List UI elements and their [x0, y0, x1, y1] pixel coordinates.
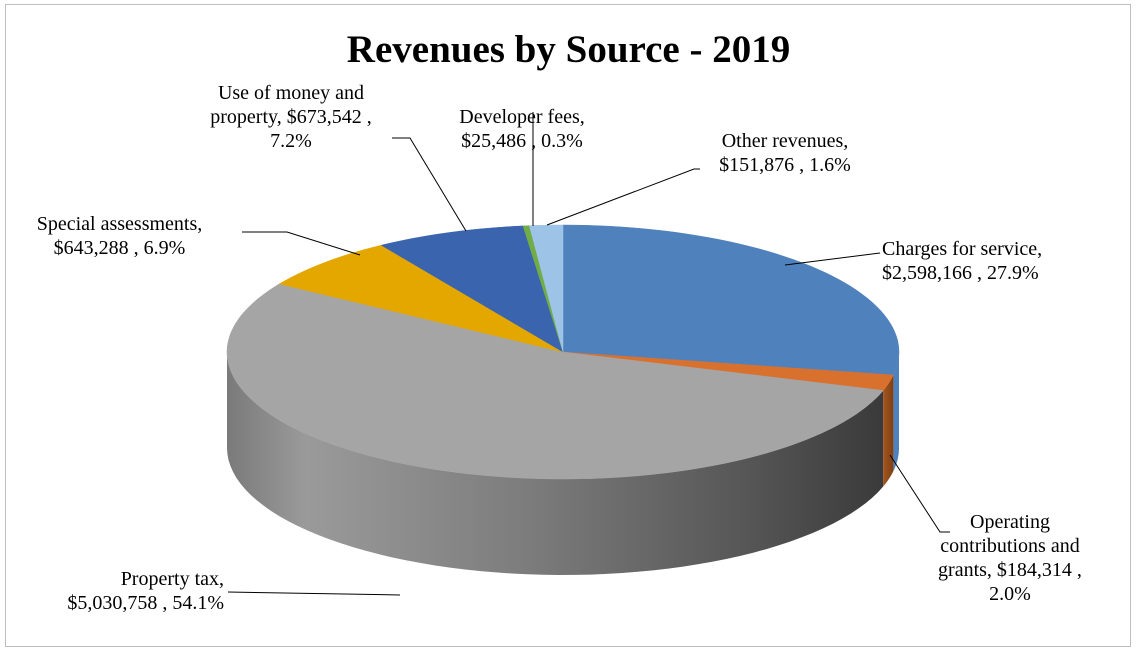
slice-label-line: $5,030,758 , 54.1%: [67, 592, 224, 614]
slice-label-line: Charges for service,: [882, 238, 1043, 260]
leader-line-operating-contributions-and-grants: [889, 454, 950, 533]
pie-side-property-tax: [227, 352, 884, 575]
pie-slice-property-tax: [226, 283, 884, 480]
leader-line-other-revenues: [546, 168, 700, 226]
pie-slice-use-of-money-and-property: [380, 225, 564, 353]
slice-label-other-revenues: Other revenues, $151,876 , 1.6%: [680, 129, 890, 177]
slice-label-line: Property tax,: [120, 568, 224, 590]
slice-label-line: $643,288 , 6.9%: [53, 237, 186, 259]
slice-label-special-assessments: Special assessments, $643,288 , 6.9%: [2, 212, 237, 260]
slice-label-line: $25,486 , 0.3%: [461, 130, 583, 152]
slice-label-use-of-money: Use of money and property, $673,542 , 7.2%: [196, 81, 386, 153]
slice-label-property-tax: Property tax, $5,030,758 , 54.1%: [12, 567, 224, 615]
slice-label-line: Other revenues,: [721, 130, 849, 152]
slice-label-line: property, $673,542 ,: [210, 106, 372, 128]
slice-label-line: 7.2%: [270, 130, 312, 152]
slice-label-line: Special assessments,: [36, 213, 203, 235]
pie-slice-other-revenues: [528, 224, 564, 353]
pie-slice-charges-for-service: [562, 224, 900, 376]
slice-label-charges-for-service: Charges for service, $2,598,166 , 27.9%: [882, 237, 1042, 285]
chart-title: Revenues by Source - 2019: [346, 28, 791, 71]
leader-line-special-assessments: [242, 231, 361, 256]
slice-label-line: contributions and: [940, 535, 1080, 557]
pie-side-charges-for-service: [893, 352, 899, 471]
pie-slice-special-assessments: [278, 244, 564, 353]
slice-label-line: $151,876 , 1.6%: [719, 154, 851, 176]
slice-label-line: Developer fees,: [459, 106, 585, 128]
leader-line-property-tax: [227, 591, 401, 596]
slice-label-operating-contributions: Operating contributions and grants, $184,3…: [925, 510, 1095, 606]
slice-label-line: 2.0%: [989, 583, 1031, 605]
slice-label-line: $2,598,166 , 27.9%: [882, 262, 1039, 284]
pie-side-operating-contributions-and-grants: [883, 375, 894, 487]
leader-line-use-of-money-and-property: [392, 137, 467, 232]
slice-label-line: Operating: [970, 511, 1050, 533]
slice-label-line: grants, $184,314 ,: [938, 559, 1082, 581]
slice-label-line: Use of money and: [217, 82, 365, 104]
slice-label-developer-fees: Developer fees, $25,486 , 0.3%: [447, 105, 597, 153]
leader-line-charges-for-service: [784, 252, 881, 266]
